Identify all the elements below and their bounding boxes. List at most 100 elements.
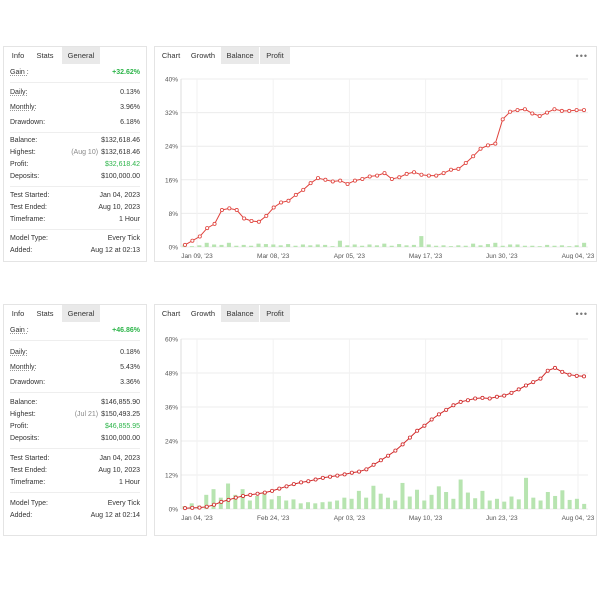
growth-point[interactable]	[436, 412, 441, 417]
growth-point[interactable]	[182, 242, 187, 247]
tab-profit[interactable]: Profit	[260, 305, 290, 322]
growth-point[interactable]	[234, 208, 239, 213]
growth-point[interactable]	[212, 502, 217, 507]
growth-point[interactable]	[581, 374, 586, 379]
gain-label[interactable]: Gain :	[10, 327, 29, 334]
growth-point[interactable]	[463, 161, 468, 166]
growth-point[interactable]	[560, 369, 565, 374]
monthly-label[interactable]: Monthly:	[10, 364, 37, 371]
growth-point[interactable]	[485, 143, 490, 148]
growth-point[interactable]	[478, 146, 483, 151]
tab-info[interactable]: Info	[11, 51, 25, 60]
growth-point[interactable]	[335, 473, 340, 478]
growth-point[interactable]	[301, 187, 306, 192]
growth-point[interactable]	[226, 497, 231, 502]
growth-point[interactable]	[204, 504, 209, 509]
growth-point[interactable]	[262, 490, 267, 495]
growth-point[interactable]	[219, 499, 224, 504]
growth-point[interactable]	[241, 493, 246, 498]
growth-point[interactable]	[538, 376, 543, 381]
growth-point[interactable]	[567, 372, 572, 377]
growth-point[interactable]	[375, 173, 380, 178]
growth-point[interactable]	[516, 387, 521, 392]
growth-point[interactable]	[522, 107, 527, 112]
growth-point[interactable]	[330, 179, 335, 184]
growth-point[interactable]	[581, 108, 586, 113]
growth-point[interactable]	[299, 480, 304, 485]
growth-point[interactable]	[473, 396, 478, 401]
tab-general[interactable]: General	[62, 47, 100, 64]
growth-point[interactable]	[313, 477, 318, 482]
growth-point[interactable]	[523, 383, 528, 388]
growth-point[interactable]	[357, 469, 362, 474]
growth-point[interactable]	[328, 474, 333, 479]
growth-point[interactable]	[487, 396, 492, 401]
growth-point[interactable]	[277, 486, 282, 491]
growth-point[interactable]	[382, 171, 387, 176]
growth-point[interactable]	[434, 173, 439, 178]
growth-point[interactable]	[552, 107, 557, 112]
growth-point[interactable]	[412, 170, 417, 175]
growth-point[interactable]	[386, 453, 391, 458]
growth-point[interactable]	[545, 110, 550, 115]
growth-point[interactable]	[242, 216, 247, 221]
growth-point[interactable]	[212, 221, 217, 226]
growth-point[interactable]	[458, 399, 463, 404]
growth-point[interactable]	[315, 176, 320, 181]
growth-point[interactable]	[429, 417, 434, 422]
more-dots-icon[interactable]: •••	[575, 51, 588, 61]
tab-stats[interactable]: Stats	[36, 309, 54, 318]
growth-point[interactable]	[371, 462, 376, 467]
growth-point[interactable]	[255, 491, 260, 496]
monthly-label[interactable]: Monthly:	[10, 104, 37, 111]
growth-point[interactable]	[574, 373, 579, 378]
growth-point[interactable]	[182, 506, 187, 511]
growth-point[interactable]	[574, 108, 579, 113]
growth-point[interactable]	[308, 181, 313, 186]
growth-point[interactable]	[494, 394, 499, 399]
growth-point[interactable]	[256, 219, 261, 224]
growth-point[interactable]	[508, 109, 513, 114]
growth-point[interactable]	[400, 442, 405, 447]
growth-point[interactable]	[248, 492, 253, 497]
tab-stats[interactable]: Stats	[36, 51, 54, 60]
daily-label[interactable]: Daily:	[10, 349, 28, 356]
growth-point[interactable]	[345, 182, 350, 187]
growth-point[interactable]	[441, 171, 446, 176]
growth-point[interactable]	[419, 172, 424, 177]
tab-general[interactable]: General	[62, 305, 100, 322]
growth-point[interactable]	[397, 175, 402, 180]
growth-point[interactable]	[349, 470, 354, 475]
growth-point[interactable]	[190, 238, 195, 243]
tab-chart[interactable]: Chart	[161, 309, 181, 318]
growth-point[interactable]	[249, 218, 254, 223]
growth-point[interactable]	[515, 108, 520, 113]
growth-point[interactable]	[404, 171, 409, 176]
growth-point[interactable]	[480, 395, 485, 400]
growth-point[interactable]	[389, 176, 394, 181]
growth-point[interactable]	[190, 505, 195, 510]
growth-point[interactable]	[559, 108, 564, 113]
growth-point[interactable]	[465, 398, 470, 403]
growth-point[interactable]	[422, 423, 427, 428]
growth-point[interactable]	[509, 390, 514, 395]
growth-point[interactable]	[219, 208, 224, 213]
growth-point[interactable]	[197, 505, 202, 510]
growth-point[interactable]	[270, 488, 275, 493]
growth-point[interactable]	[364, 467, 369, 472]
growth-point[interactable]	[407, 435, 412, 440]
growth-point[interactable]	[360, 176, 365, 181]
growth-point[interactable]	[320, 475, 325, 480]
growth-point[interactable]	[338, 178, 343, 183]
gain-label[interactable]: Gain :	[10, 69, 29, 76]
growth-point[interactable]	[197, 234, 202, 239]
tab-info[interactable]: Info	[11, 309, 25, 318]
tab-balance[interactable]: Balance	[221, 47, 259, 64]
growth-point[interactable]	[286, 198, 291, 203]
growth-point[interactable]	[227, 206, 232, 211]
growth-point[interactable]	[415, 428, 420, 433]
more-dots-icon[interactable]: •••	[575, 309, 588, 319]
growth-point[interactable]	[567, 108, 572, 113]
growth-point[interactable]	[291, 482, 296, 487]
growth-point[interactable]	[367, 174, 372, 179]
